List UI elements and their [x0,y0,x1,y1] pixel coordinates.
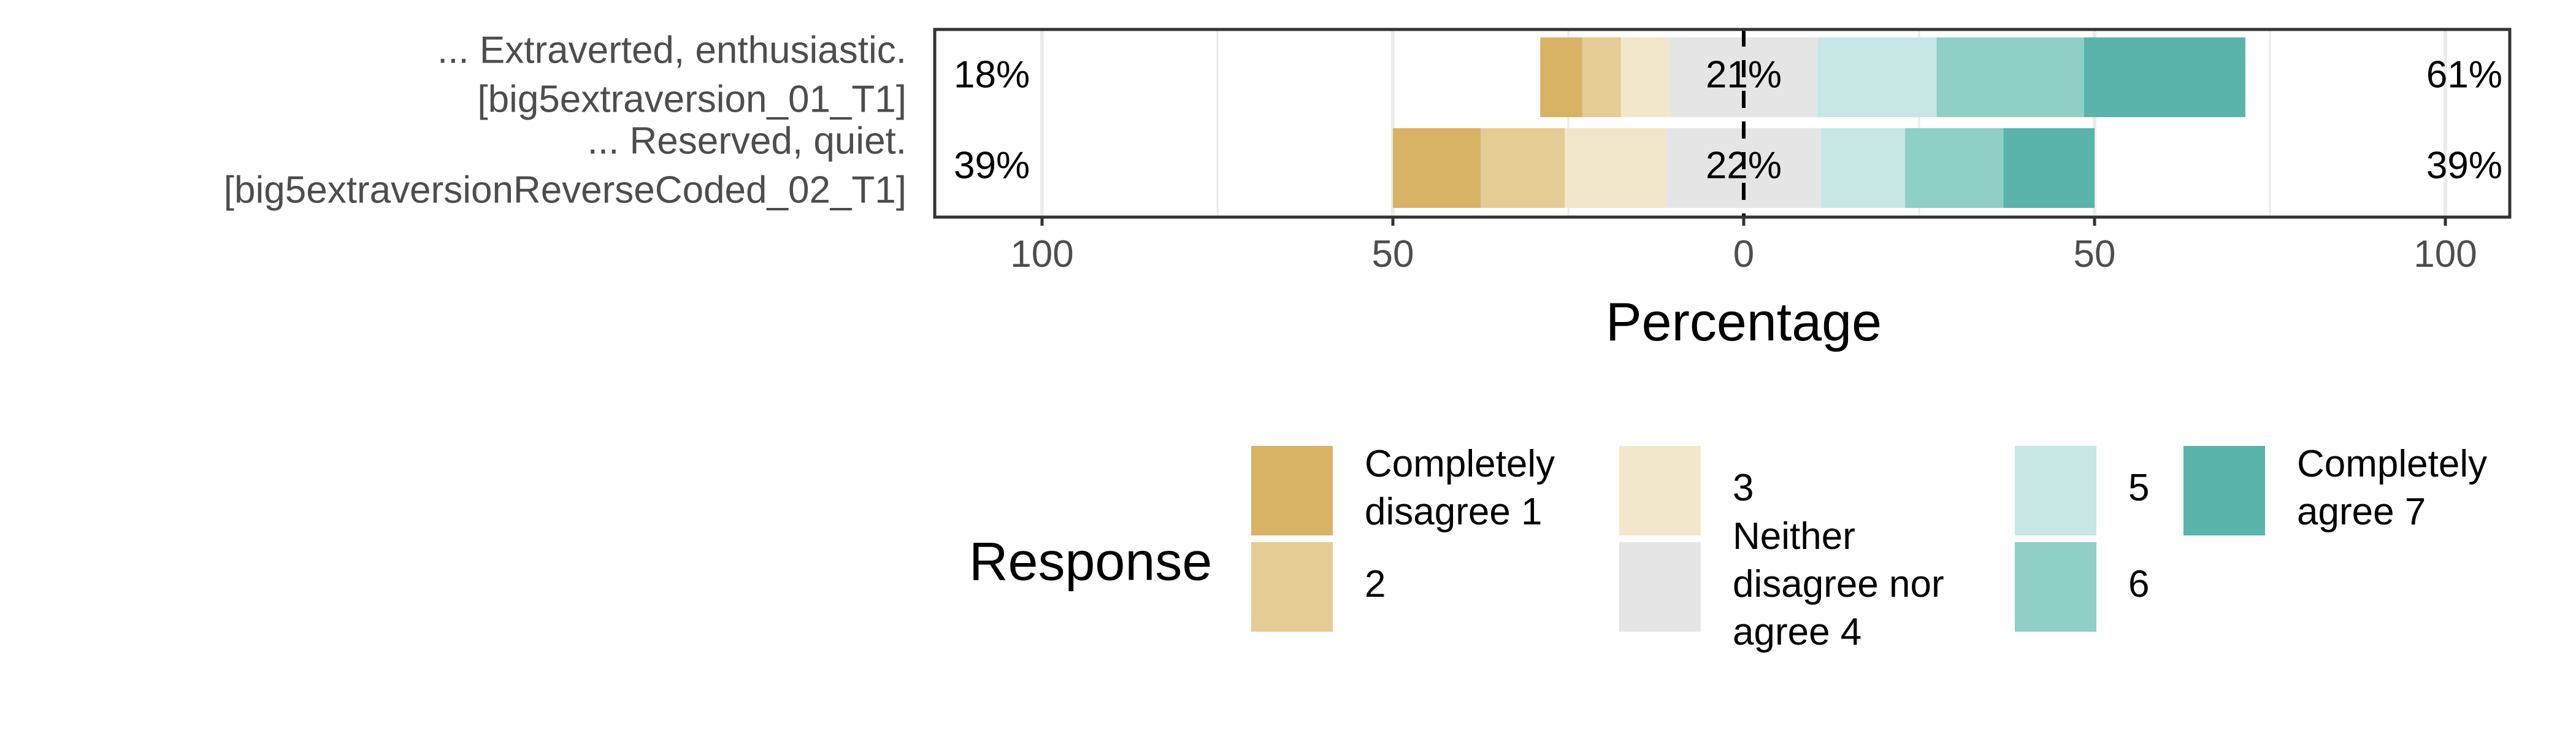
bar-segment [1393,128,1481,208]
bar-segment [1817,37,1937,117]
x-axis-ticks: 100 50 0 50 100 [1010,217,2477,275]
legend-key [2183,446,2265,535]
legend-label: Neither disagree nor agree 4 [1733,515,1944,653]
legend-title: Response [969,531,1212,591]
bar-segment [1565,128,1667,208]
legend-label: Completely agree 7 [2297,443,2487,533]
legend-label: 2 [1365,563,1386,605]
plot-panel-border [933,28,2512,219]
bar-segment [1481,128,1565,208]
legend-key [2015,446,2096,535]
low-percentage-label: 39% [954,144,1030,186]
low-percentage-label: 18% [954,53,1030,96]
legend-key [1619,446,1701,535]
x-tick-label: 100 [2413,233,2477,275]
legend-key [1251,446,1333,535]
bar-segment [2083,37,2245,117]
x-axis-title: Percentage [1606,291,1882,352]
x-tick-label: 100 [1010,233,1073,275]
legend-label: 6 [2128,563,2149,605]
item-label-line1: ... Extraverted, enthusiastic. [437,29,907,71]
bar-segment [1820,128,1906,208]
item-label-line2: [big5extraversionReverseCoded_02_T1] [224,169,907,211]
legend: Completely disagree 1 2 3 Neither disagree no… [1251,443,2487,653]
legend-label: Completely disagree 1 [1365,443,1555,533]
item-label-line2: [big5extraversion_01_T1] [477,78,907,120]
legend-key [2015,542,2096,632]
bar-segment [1540,37,1582,117]
high-percentage-label: 61% [2426,53,2502,96]
legend-label: 5 [2128,467,2149,509]
x-tick-label: 50 [1372,233,1414,275]
bar-segment [1582,37,1621,117]
item-label-line1: ... Reserved, quiet. [588,120,907,162]
legend-key [1251,542,1333,632]
x-tick-label: 0 [1733,233,1754,275]
high-percentage-label: 39% [2426,144,2502,186]
legend-key [1619,542,1701,632]
item-labels: ... Extraverted, enthusiastic. [big5extra… [224,29,907,211]
legend-label: 3 [1733,467,1754,509]
bar-segment [1620,37,1670,117]
bar-segment [2003,128,2095,208]
bar-segment [1905,128,2004,208]
bars [1393,37,2245,208]
bar-segment [1936,37,2084,117]
x-tick-label: 50 [2074,233,2116,275]
